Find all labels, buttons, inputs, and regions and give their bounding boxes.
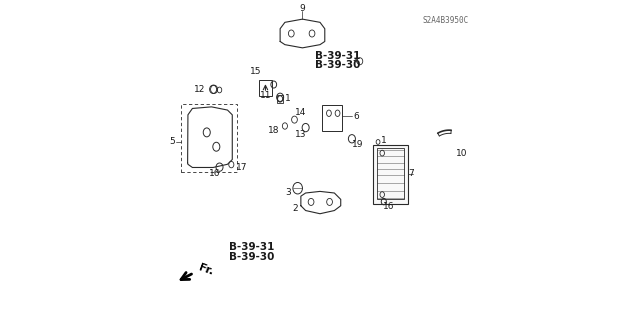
Text: 10: 10 (456, 149, 468, 158)
Text: Fr.: Fr. (197, 262, 214, 277)
Text: B-39-31: B-39-31 (228, 242, 274, 252)
Bar (372, 145, 408, 204)
Bar (277, 95, 284, 103)
Text: 16: 16 (209, 169, 220, 178)
Text: 1: 1 (285, 94, 291, 103)
Bar (259, 80, 272, 96)
Text: S2A4B3950C: S2A4B3950C (423, 16, 469, 25)
Text: B-39-31: B-39-31 (315, 51, 360, 61)
Bar (321, 105, 342, 131)
Text: 12: 12 (194, 85, 205, 94)
Text: 1: 1 (381, 137, 387, 145)
Bar (181, 104, 237, 172)
Bar (377, 148, 404, 199)
Text: 9: 9 (300, 4, 305, 13)
Text: 17: 17 (236, 163, 248, 172)
Text: 6: 6 (354, 112, 360, 121)
Text: 5: 5 (170, 137, 175, 146)
Text: 11: 11 (260, 91, 271, 100)
Text: 14: 14 (295, 108, 307, 117)
Text: 3: 3 (285, 188, 291, 197)
Text: 19: 19 (352, 140, 364, 149)
Text: 16: 16 (383, 202, 394, 211)
Text: B-39-30: B-39-30 (315, 60, 360, 70)
Text: 7: 7 (408, 169, 414, 178)
Text: 13: 13 (295, 130, 307, 139)
Text: B-39-30: B-39-30 (228, 252, 274, 262)
Text: 15: 15 (250, 67, 262, 76)
Text: 18: 18 (268, 126, 279, 135)
Text: 2: 2 (292, 204, 298, 213)
